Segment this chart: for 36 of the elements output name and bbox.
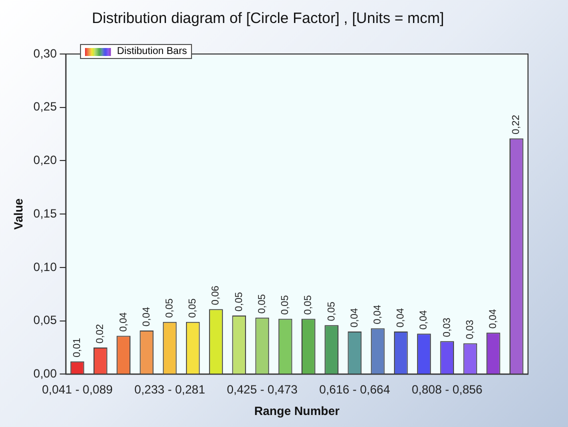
data-label: 0,03 (442, 317, 453, 338)
data-label: 0,04 (118, 312, 130, 332)
data-label: 0,05 (303, 294, 314, 315)
y-tick-label: 0,10 (33, 260, 58, 274)
data-label: 0,05 (188, 298, 199, 318)
data-label: 0,01 (72, 337, 84, 358)
y-tick-label: 0,00 (33, 366, 58, 381)
data-label: 0,04 (396, 308, 407, 328)
data-label: 0,02 (95, 324, 106, 344)
chart-title: Distribution diagram of [Circle Factor] , [Units = mcm] (92, 10, 444, 28)
data-label: 0,05 (326, 301, 338, 322)
data-label: 0,04 (488, 308, 500, 329)
data-label: 0,04 (372, 304, 384, 324)
data-label: 0,04 (418, 310, 430, 330)
x-axis-title: Range Number (254, 404, 340, 418)
y-axis-title: Value (12, 198, 26, 230)
y-tick-label: 0,30 (33, 46, 58, 60)
y-tick-label: 0,05 (33, 313, 58, 328)
y-tick-label: 0,25 (33, 100, 58, 114)
x-tick-label: 0,041 - 0,089 (42, 382, 113, 397)
data-label: 0,05 (256, 294, 268, 314)
data-label: 0,06 (210, 285, 222, 306)
x-tick-label: 0,616 - 0,664 (319, 382, 390, 397)
x-tick-label: 0,425 - 0,473 (226, 382, 298, 397)
y-tick-label: 0,20 (33, 153, 58, 168)
data-label: 0,05 (164, 298, 176, 318)
data-label: 0,04 (141, 306, 152, 326)
x-tick-label: 0,233 - 0,281 (134, 382, 206, 397)
data-label: 0,05 (280, 294, 292, 315)
data-label: 0,22 (511, 114, 522, 134)
y-tick-label: 0,15 (33, 206, 58, 220)
data-label: 0,03 (464, 319, 476, 340)
data-label: 0,05 (234, 292, 245, 312)
legend-label: Distibution Bars (117, 46, 188, 57)
data-label: 0,04 (349, 308, 360, 328)
x-tick-label: 0,808 - 0,856 (412, 382, 483, 397)
